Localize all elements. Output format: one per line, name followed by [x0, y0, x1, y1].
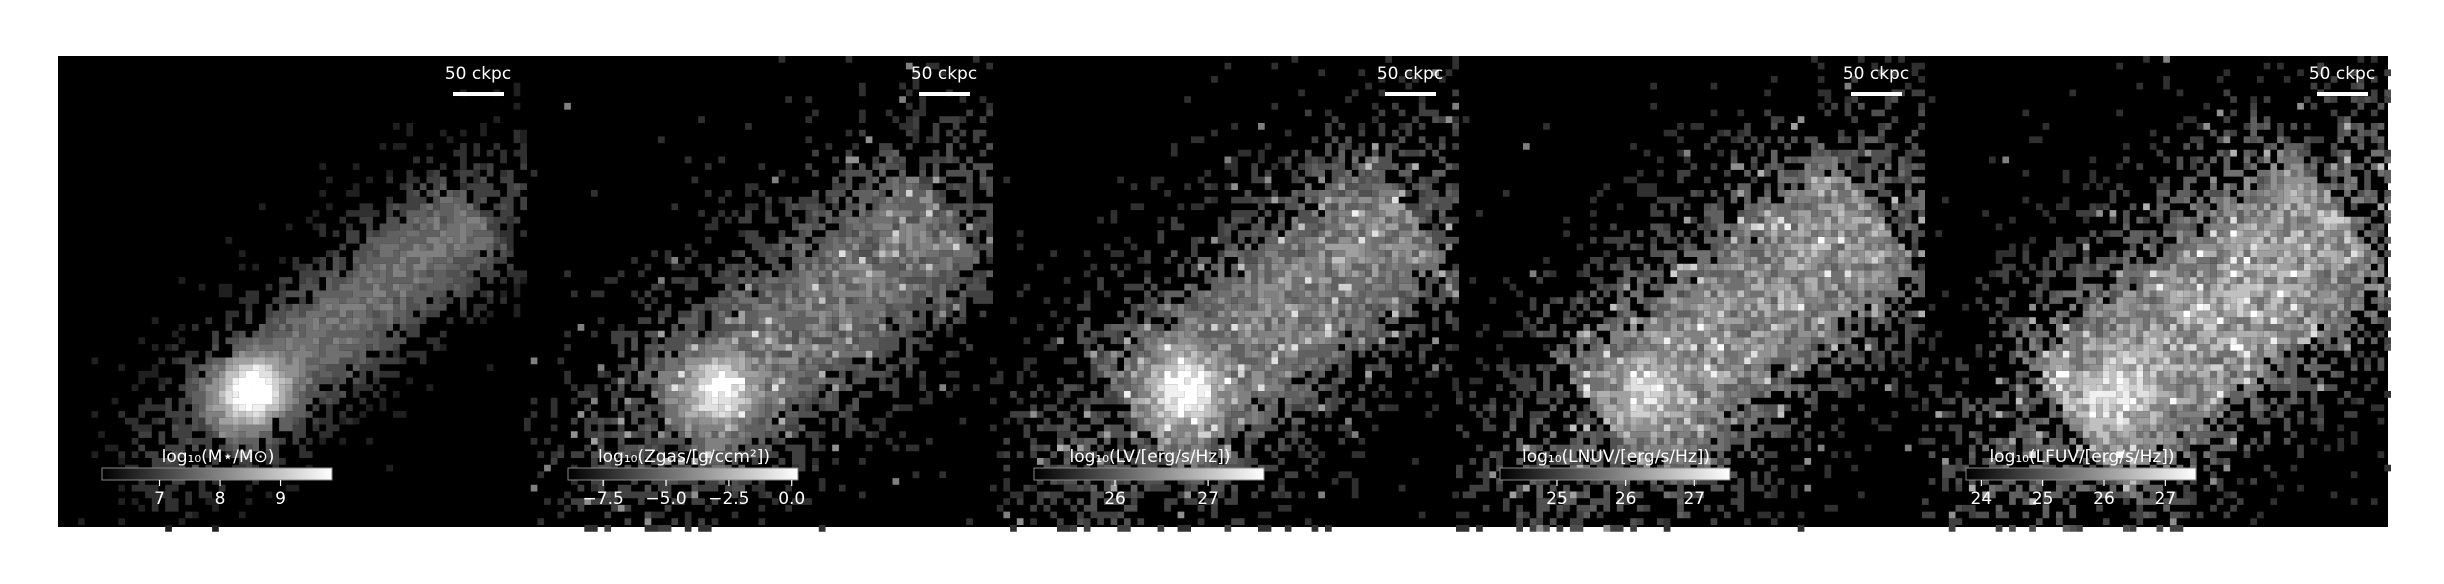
colorbar-tick-label: 9 [275, 489, 286, 509]
panel: 50 ckpc log₁₀(Zgas/[g/ccm²]) −7.5 −5.0 −2.5 0… [524, 56, 993, 532]
pixel-layer [1157, 236, 1352, 438]
colorbar-tick-label: −2.5 [708, 489, 749, 509]
pixel-layer [1523, 169, 1925, 472]
colorbar [567, 467, 799, 481]
colorbar-tick-label: 25 [2032, 489, 2054, 509]
panel: 50 ckpc log₁₀(LFUV/[erg/s/Hz]) 24 25 26 27 [1922, 56, 2391, 532]
colorbar-label: log₁₀(LV/[erg/s/Hz]) [1070, 447, 1231, 467]
pixel-layer [1982, 136, 2391, 505]
colorbar-tick-label: 27 [1197, 489, 1219, 509]
colorbar [1499, 467, 1731, 481]
colorbar-tick-label: −7.5 [583, 489, 624, 509]
colorbar [1033, 467, 1265, 481]
colorbar-tick-label: 27 [2155, 489, 2177, 509]
panel: 50 ckpc log₁₀(LV/[erg/s/Hz]) 26 27 [990, 56, 1459, 532]
pixel-layer [1968, 116, 2391, 532]
scale-bar-label: 50 ckpc [1377, 64, 1443, 84]
colorbar-tick-label: 27 [1683, 489, 1705, 509]
pixel-layer [570, 136, 993, 525]
scale-bar-label: 50 ckpc [911, 64, 977, 84]
pixel-layer [704, 370, 746, 398]
pixel-layer [1077, 143, 1459, 492]
colorbar-tick-label: 7 [154, 489, 165, 509]
pixel-layer [671, 250, 846, 418]
pixel-layer [1164, 357, 1232, 425]
colorbar-tick-label: 25 [1546, 489, 1568, 509]
pixel-layer [1523, 82, 1912, 492]
pixel-layer [1003, 69, 1459, 519]
pixel-layer [1063, 149, 1459, 499]
pixel-layer [232, 370, 273, 412]
colorbar-tick-label: 24 [1971, 489, 1993, 509]
pixel-layer [990, 56, 1459, 532]
scale-bar-label: 50 ckpc [445, 64, 511, 84]
pixel-layer [198, 196, 494, 445]
pixel-layer [218, 357, 293, 425]
pixel-layer [1543, 143, 1925, 499]
pixel-layer [550, 109, 993, 532]
colorbar-tick-label: 26 [1615, 489, 1637, 509]
colorbar-tick-label: 26 [2093, 489, 2115, 509]
colorbar-tick-label: 26 [1104, 489, 1126, 509]
colorbar-tick-label: 0.0 [778, 489, 805, 509]
pixel-layer [1968, 123, 2365, 505]
pixel-layer [1456, 69, 1925, 532]
pixel-layer [591, 176, 973, 479]
colorbar-tick-label: −5.0 [645, 489, 686, 509]
pixel-layer [118, 129, 528, 519]
pixel-layer [698, 384, 746, 418]
pixel-layer [617, 149, 993, 485]
pixel-layer [524, 56, 993, 532]
colorbar [101, 467, 333, 481]
pixel-layer [637, 176, 980, 472]
pixel-layer [205, 350, 300, 438]
colorbar-label: log₁₀(M⋆/M⊙) [162, 447, 275, 467]
pixel-layer [1509, 136, 1925, 519]
panel: 50 ckpc log₁₀(LNUV/[erg/s/Hz]) 25 26 27 [1456, 56, 1925, 532]
colorbar-tick-label: 8 [215, 489, 226, 509]
colorbar-label: log₁₀(Zgas/[g/ccm²]) [598, 447, 770, 467]
pixel-layer [192, 183, 507, 459]
colorbar-label: log₁₀(LFUV/[erg/s/Hz]) [1989, 447, 2174, 467]
colorbar-label: log₁₀(LNUV/[erg/s/Hz]) [1522, 447, 1710, 467]
pixel-layer [1057, 163, 1453, 452]
pixel-layer [138, 163, 527, 485]
pixel-layer [78, 82, 527, 532]
panel: 50 ckpc log₁₀(M⋆/M⊙) 7 8 9 [78, 64, 528, 532]
pixel-layer [205, 210, 487, 438]
scale-bar-label: 50 ckpc [2309, 64, 2375, 84]
pixel-layer [218, 370, 286, 425]
scale-bar-label: 50 ckpc [1843, 64, 1909, 84]
pixel-layer [1935, 163, 2385, 499]
colorbar [1965, 467, 2197, 481]
pixel-layer [1922, 62, 2391, 532]
pixel-layer [212, 357, 293, 425]
pixel-layer [1016, 116, 1453, 526]
pixel-layer [1030, 116, 1459, 526]
